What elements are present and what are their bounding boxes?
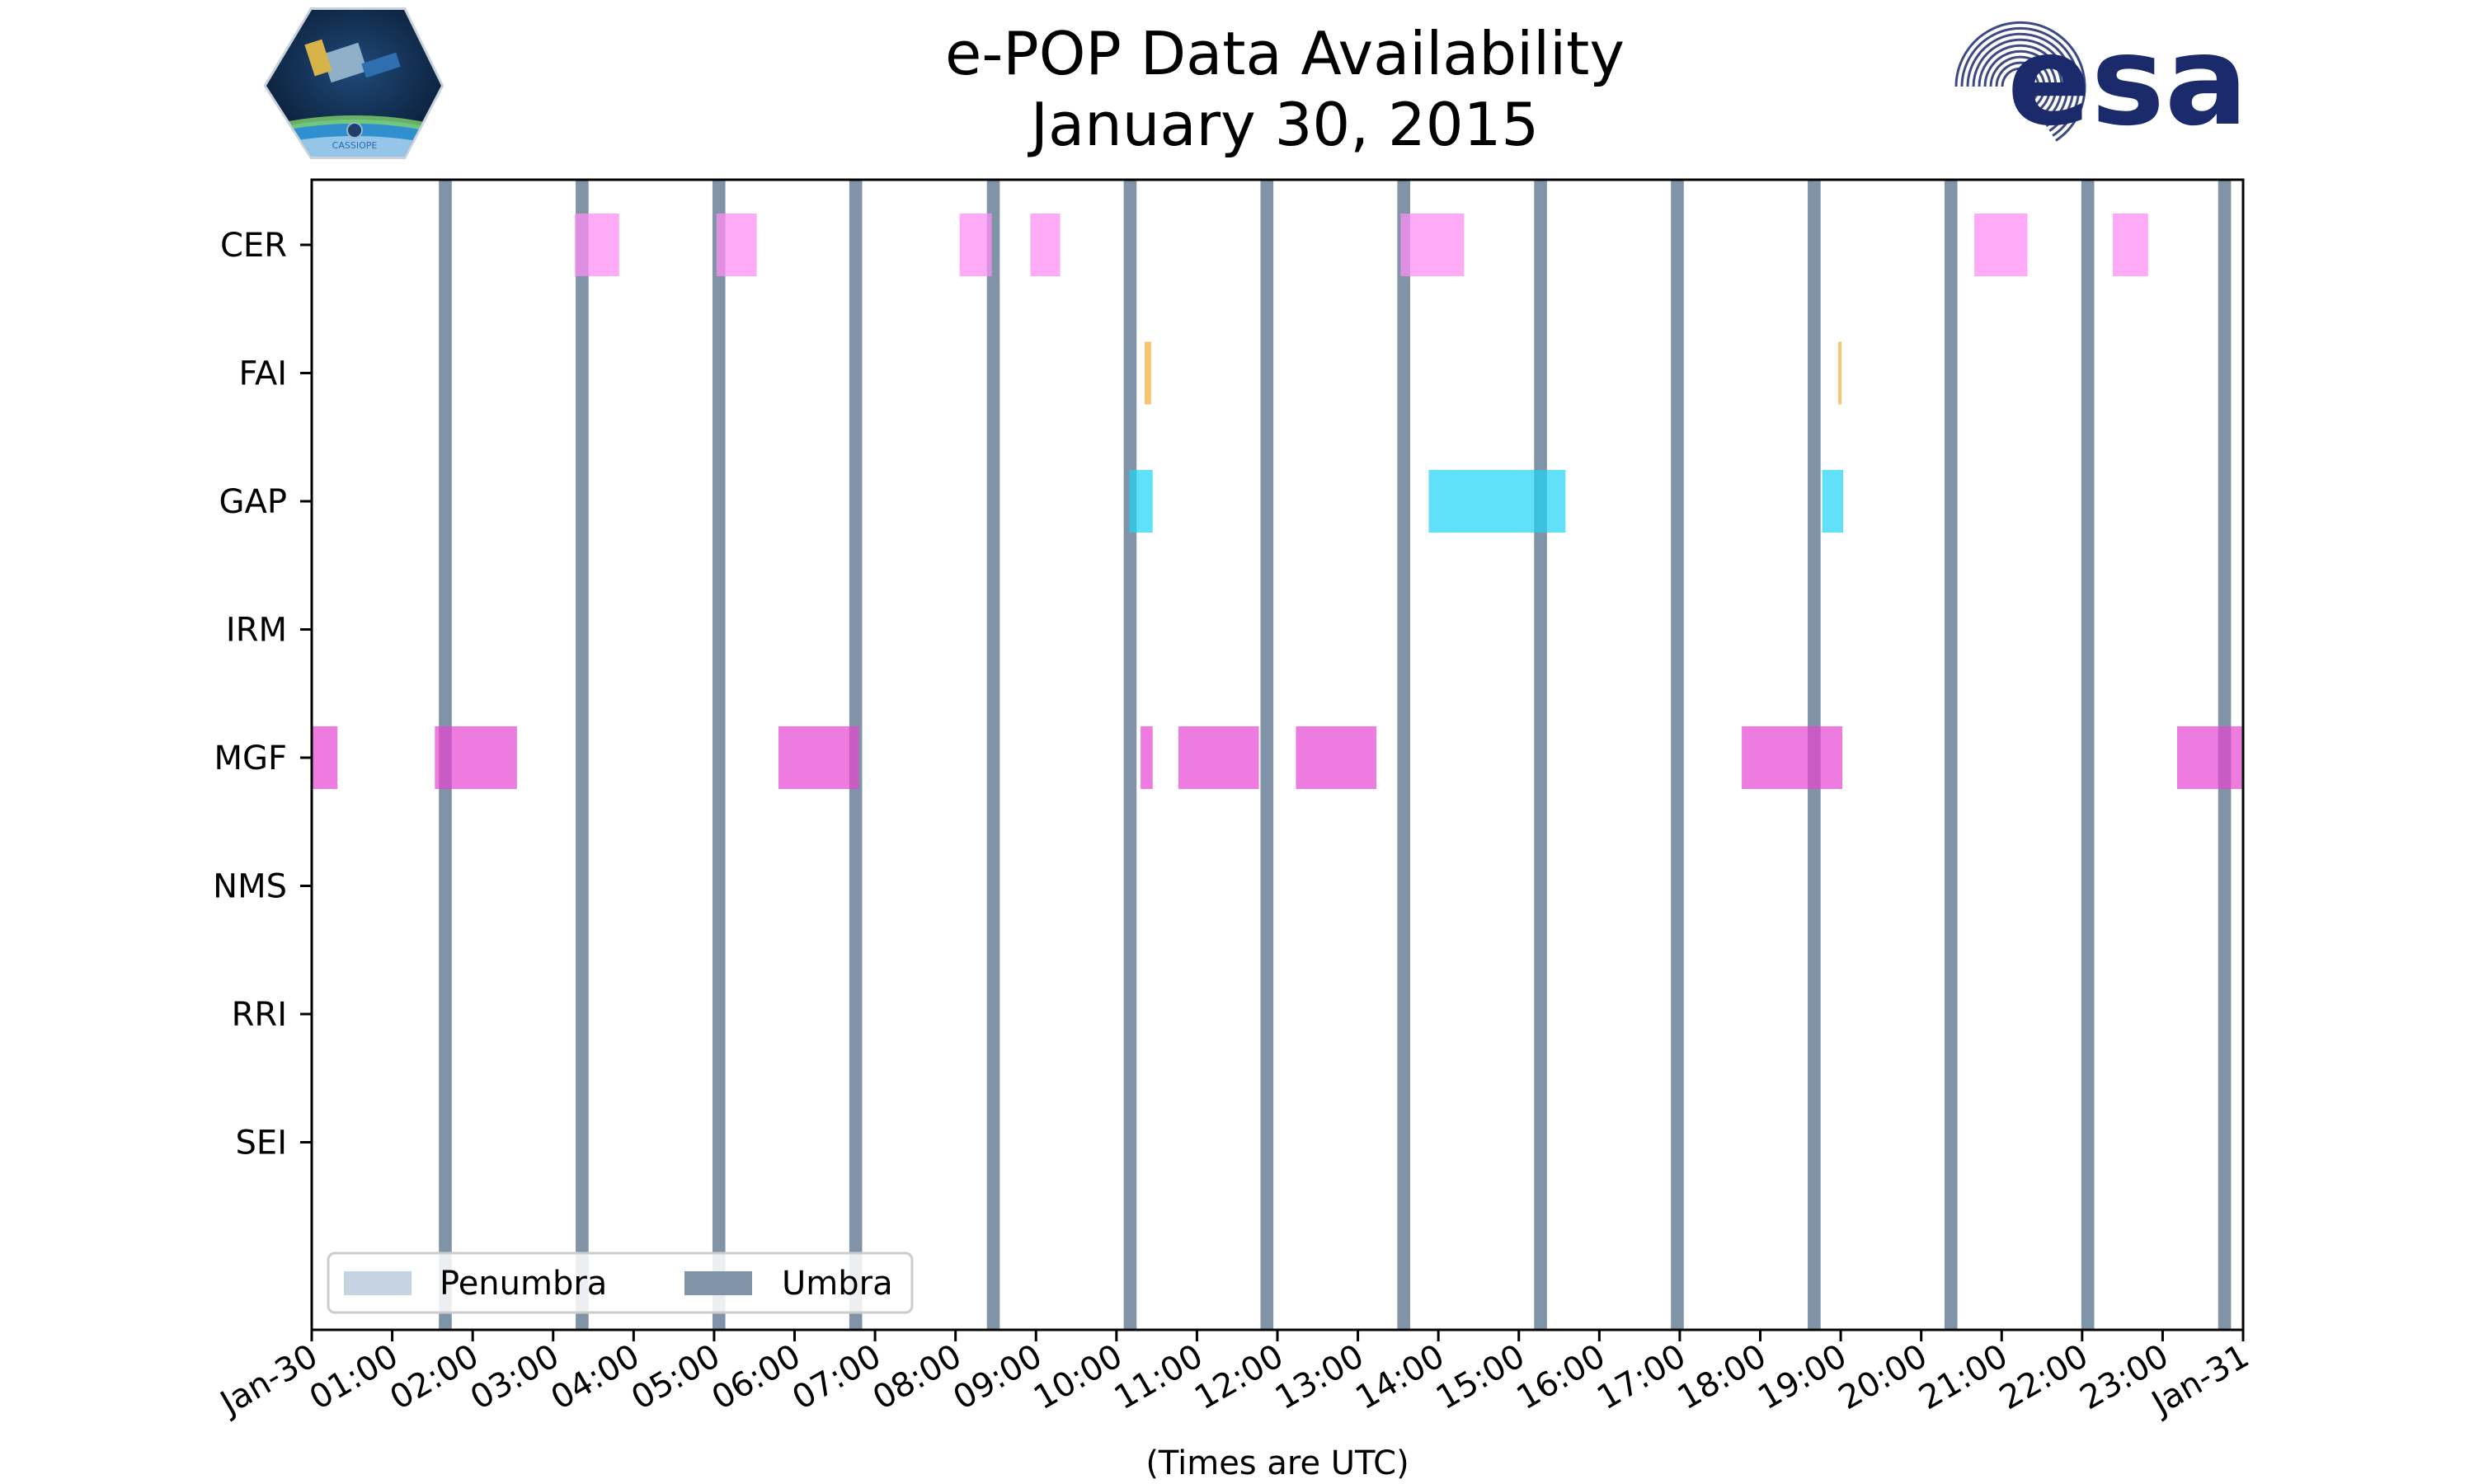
x-tick-label: 21:00 (1912, 1337, 2014, 1417)
availability-bar-cer (1400, 214, 1465, 276)
y-tick-label: CER (220, 227, 287, 265)
availability-bar-cer (2112, 214, 2148, 276)
umbra-band (1397, 180, 1411, 1330)
chart-subtitle: January 30, 2015 (1028, 90, 1539, 159)
legend-swatch-umbra (684, 1271, 752, 1295)
y-tick-label: MGF (214, 740, 287, 777)
availability-bar-gap (1129, 470, 1153, 533)
esa-logo: esa (1954, 10, 2248, 153)
availability-bar-mgf (778, 726, 859, 789)
x-tick-label: 13:00 (1269, 1337, 1371, 1417)
esa-swirl-arc (1978, 44, 2063, 123)
umbra-band (1671, 180, 1684, 1330)
availability-bar-cer (1974, 214, 2028, 276)
availability-bar-mgf (435, 726, 517, 789)
umbra-band (1260, 180, 1274, 1330)
x-tick-label: 01:00 (303, 1337, 405, 1417)
x-axis: Jan-3001:0002:0003:0004:0005:0006:0007:0… (212, 1330, 2255, 1424)
chart-title: e-POP Data Availability (945, 19, 1625, 88)
availability-bar-mgf (1296, 726, 1377, 789)
umbra-band (1944, 180, 1958, 1330)
x-tick-label: 19:00 (1752, 1337, 1853, 1417)
x-tick-label: 08:00 (867, 1337, 968, 1417)
x-tick-label: 22:00 (1993, 1337, 2095, 1417)
x-axis-label: (Times are UTC) (1145, 1444, 1409, 1482)
x-tick-label: 15:00 (1430, 1337, 1531, 1417)
x-tick-label: 17:00 (1591, 1337, 1692, 1417)
availability-bar-fai (1838, 341, 1842, 405)
x-tick-label: 05:00 (625, 1337, 727, 1417)
cassiope-logo: CASSIOPE (263, 7, 444, 159)
x-tick-label: 18:00 (1672, 1337, 1773, 1417)
availability-bar-mgf (312, 726, 338, 789)
umbra-band (2081, 180, 2095, 1330)
umbra-band (1534, 180, 1547, 1330)
umbra-band (576, 180, 589, 1330)
esa-swirl-arc (1972, 38, 2069, 128)
x-tick-label: Jan-30 (212, 1337, 324, 1424)
availability-bar-cer (575, 214, 619, 276)
legend: Penumbra Umbra (327, 1252, 914, 1314)
umbra-band (986, 180, 1000, 1330)
x-tick-label: 16:00 (1510, 1337, 1611, 1417)
esa-swirl-icon (1954, 21, 2086, 142)
availability-bar-gap (1822, 470, 1844, 533)
x-tick-label: 04:00 (544, 1337, 646, 1417)
x-tick-label: 11:00 (1108, 1337, 1210, 1417)
y-tick-label: NMS (213, 868, 287, 906)
esa-swirl-arc (1995, 61, 2046, 108)
availability-bar-mgf (2176, 726, 2243, 789)
y-axis: CER FAI GAP IRM MGF NMS RRI SEI (213, 227, 312, 1162)
legend-box (327, 1252, 914, 1314)
umbra-band (712, 180, 726, 1330)
availability-bar-mgf (1141, 726, 1153, 789)
umbra-layer (439, 180, 2232, 1330)
availability-bar-mgf (1742, 726, 1843, 789)
esa-swirl-arc (1960, 26, 2081, 137)
availability-bar-cer (959, 214, 992, 276)
y-tick-label: IRM (226, 612, 287, 650)
legend-label-penumbra: Penumbra (440, 1265, 607, 1303)
esa-swirl-arc (1966, 32, 2075, 133)
legend-label-umbra: Umbra (782, 1265, 893, 1303)
satellite-icon (304, 39, 401, 83)
y-tick-label: RRI (232, 996, 287, 1034)
y-tick-label: SEI (236, 1125, 287, 1162)
umbra-band (1123, 180, 1137, 1330)
esa-swirl-arc (1954, 21, 2086, 142)
availability-bar-mgf (1178, 726, 1259, 789)
availability-bar-fai (1144, 341, 1151, 405)
esa-swirl-arc (1983, 49, 2058, 118)
x-tick-label: 02:00 (383, 1337, 485, 1417)
esa-swirl-arc (2001, 67, 2040, 103)
availability-bar-gap (1428, 470, 1566, 533)
x-tick-label: 12:00 (1188, 1337, 1290, 1417)
x-tick-label: 07:00 (786, 1337, 887, 1417)
x-tick-label: 09:00 (947, 1337, 1048, 1417)
availability-bar-cer (716, 214, 757, 276)
x-tick-label: 20:00 (1832, 1337, 1934, 1417)
availability-bar-cer (1030, 214, 1061, 276)
availability-bars (312, 214, 2243, 789)
x-tick-label: 03:00 (464, 1337, 566, 1417)
legend-swatch-penumbra (344, 1271, 412, 1295)
cassiope-logo-text: CASSIOPE (332, 140, 378, 151)
esa-swirl-arc (1989, 55, 2052, 113)
x-tick-label: 14:00 (1349, 1337, 1451, 1417)
y-tick-label: GAP (219, 483, 287, 521)
x-tick-label: 06:00 (706, 1337, 807, 1417)
y-tick-label: FAI (239, 355, 288, 393)
esa-logo-text: esa (2007, 10, 2248, 153)
x-tick-label: 10:00 (1028, 1337, 1129, 1417)
